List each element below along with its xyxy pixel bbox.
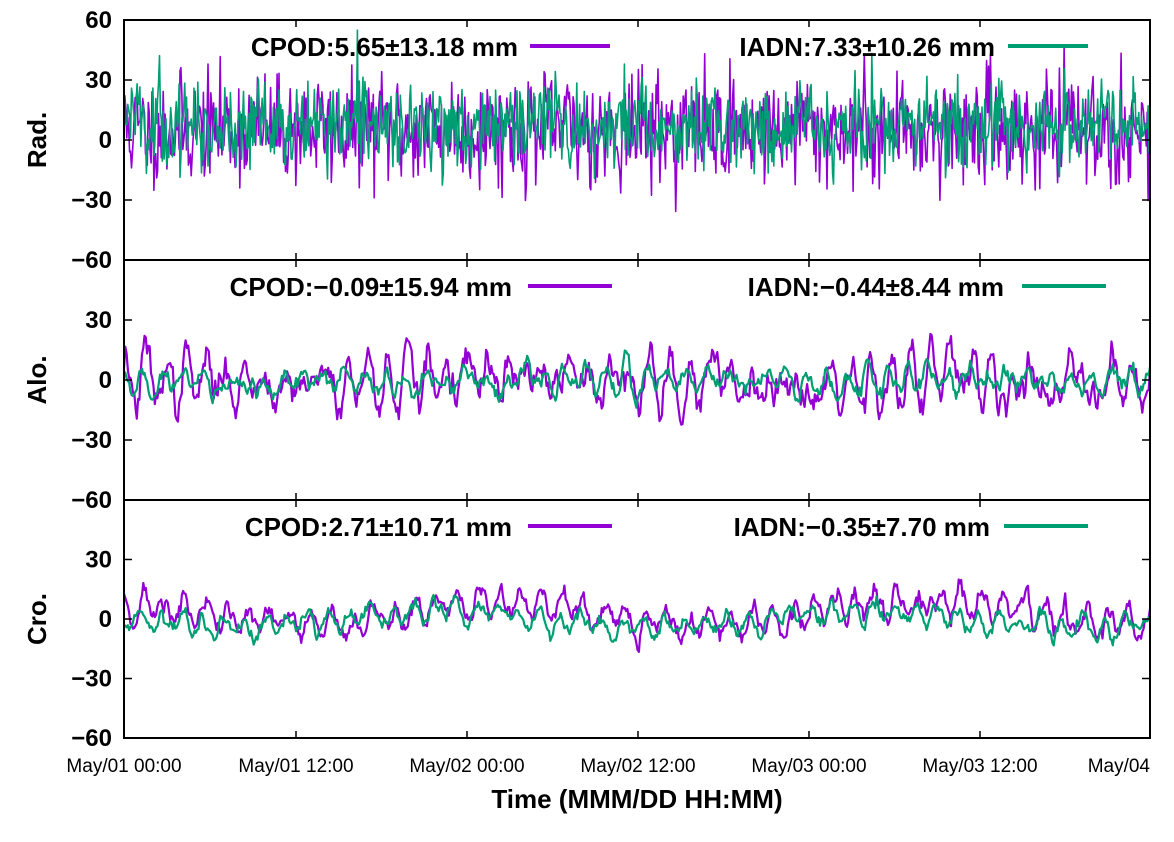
panel-radial-series-iadn-line [123, 29, 1151, 186]
x-tick-label: May/01 00:00 [66, 756, 181, 777]
x-tick-label: May/03 00:00 [751, 756, 866, 777]
panel-radial-legend: CPOD:5.65±13.18 mm IADN:7.33±10.26 mm [251, 32, 1088, 62]
panel-along-ytick-label: 30 [85, 307, 112, 334]
panel-radial-ytick-label: −30 [71, 187, 112, 214]
panel-radial-series [123, 29, 1151, 213]
panel-along-ylabel: Alo. [22, 355, 52, 404]
panel-along-ytick-label: −30 [71, 427, 112, 454]
panel-cross-ytick-label: −60 [71, 725, 112, 752]
x-tick-label: May/02 12:00 [580, 756, 695, 777]
panel-cross-legend-iadn: IADN:−0.35±7.70 mm [734, 512, 990, 542]
panel-cross: Cro. 30 0 −30 −60 CPOD:2.71±10.71 mm IADN:−… [22, 499, 1152, 752]
panel-cross-legend-cpod: CPOD:2.71±10.71 mm [245, 512, 512, 542]
panel-along-legend-cpod: CPOD:−0.09±15.94 mm [230, 272, 512, 302]
panel-along: Alo. 30 0 −30 −60 CPOD:−0.09±15.94 mm IADN:… [22, 259, 1152, 514]
panel-radial-legend-cpod: CPOD:5.65±13.18 mm [251, 32, 518, 62]
panel-cross-ytick-label: 30 [85, 547, 112, 574]
panel-cross-series-iadn-line [123, 593, 1151, 647]
x-tick-label: May/01 12:00 [238, 756, 353, 777]
panel-cross-ytick-label: −30 [71, 666, 112, 693]
panel-radial-yticks: 60 30 0 −30 −60 [71, 7, 1150, 274]
panel-along-series [122, 332, 1152, 426]
panel-radial: Rad. 60 30 0 −30 −60 CPOD:5.65±13.18 mm IADN… [22, 7, 1151, 274]
panel-radial-legend-iadn: IADN:7.33±10.26 mm [739, 32, 995, 62]
panel-along-series-cpod-line [122, 332, 1152, 426]
panel-cross-series [122, 578, 1152, 653]
panel-along-ytick-label: −60 [71, 487, 112, 514]
x-axis-label: Time (MMM/DD HH:MM) [491, 784, 782, 814]
panel-along-series-iadn-line [123, 349, 1152, 409]
panel-radial-ytick-label: 30 [85, 67, 112, 94]
panel-cross-series-cpod-line [122, 578, 1152, 653]
x-axis-ticks: May/01 00:00 May/01 12:00 May/02 00:00 May/… [66, 20, 1151, 777]
panel-radial-ytick-label: 0 [99, 127, 112, 154]
x-tick-label: May/04 [1088, 756, 1151, 777]
panel-along-legend: CPOD:−0.09±15.94 mm IADN:−0.44±8.44 mm [230, 272, 1106, 302]
panel-along-legend-iadn: IADN:−0.44±8.44 mm [748, 272, 1004, 302]
panel-radial-ylabel: Rad. [22, 112, 52, 168]
panel-radial-ytick-label: −60 [71, 247, 112, 274]
panel-cross-legend: CPOD:2.71±10.71 mm IADN:−0.35±7.70 mm [245, 512, 1088, 542]
panel-radial-ytick-label: 60 [85, 7, 112, 34]
x-tick-label: May/03 12:00 [922, 756, 1037, 777]
panel-cross-yticks: 30 0 −30 −60 [71, 547, 1150, 752]
panel-along-yticks: 30 0 −30 −60 [71, 307, 1150, 514]
x-tick-label: May/02 00:00 [409, 756, 524, 777]
panel-cross-ytick-label: 0 [99, 606, 112, 633]
panel-along-ytick-label: 0 [99, 367, 112, 394]
panel-cross-ylabel: Cro. [22, 593, 52, 645]
